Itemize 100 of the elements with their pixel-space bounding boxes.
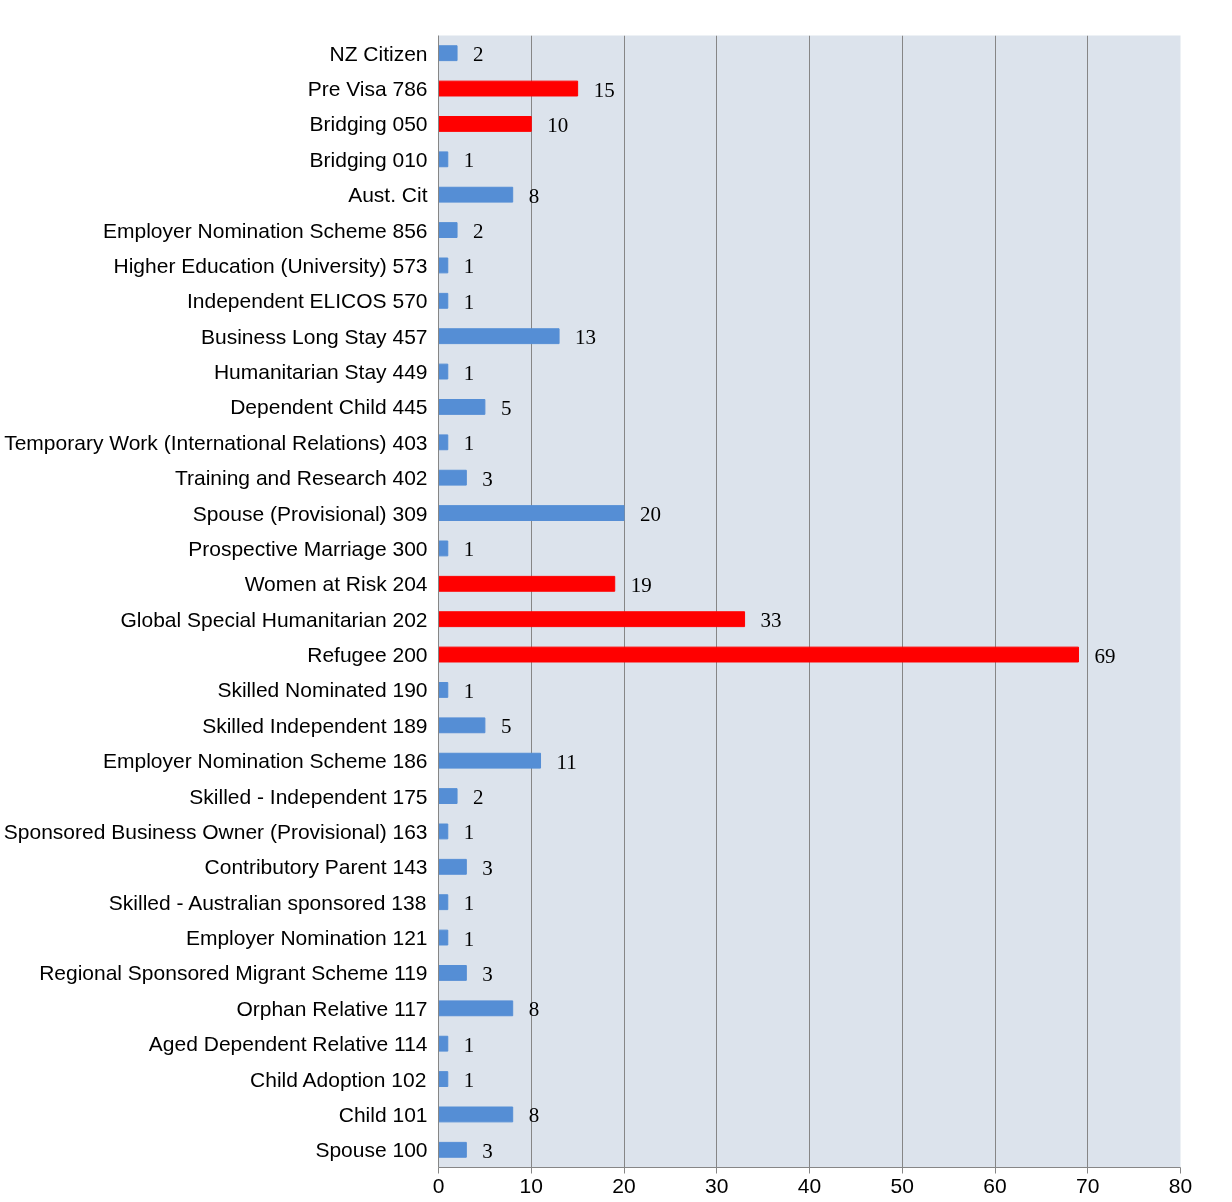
y-tick-label: Employer Nomination Scheme 856 [103,218,428,242]
bar [438,611,746,628]
y-tick-label: Skilled - Australian sponsored 138 [108,890,427,914]
x-tick-label: 50 [890,1173,914,1197]
data-label: 2 [473,42,484,67]
data-label: 1 [463,289,475,314]
y-tick-label: Skilled Independent 189 [202,713,428,737]
data-label: 1 [463,431,475,456]
bar [438,717,486,734]
y-tick-label: Temporary Work (International Relations) 403 [4,430,428,454]
y-tick-label: Training and Research 402 [174,466,428,490]
bar [438,752,542,769]
x-tick-label: 10 [519,1173,543,1197]
data-label: 5 [500,395,512,420]
bar [438,363,449,380]
data-label: 1 [463,148,475,173]
y-tick-label: Pre Visa 786 [307,77,428,101]
y-tick-label: Spouse 100 [315,1138,428,1162]
bar [438,328,560,345]
y-tick-label: Contributory Parent 143 [204,855,428,879]
data-label: 1 [463,891,475,916]
bar [438,1141,467,1158]
y-tick-label: Bridging 010 [309,147,428,171]
data-label: 1 [463,1032,475,1057]
y-tick-label: Aged Dependent Relative 114 [148,1032,428,1056]
x-tick-label: 80 [1168,1173,1193,1197]
bar [438,292,449,309]
bar [438,186,514,203]
bar [438,788,458,804]
bar [438,929,449,946]
y-tick-label: Prospective Marriage 300 [188,536,428,560]
data-label: 8 [528,1103,540,1128]
data-label: 1 [463,926,475,951]
y-tick-label: Aust. Cit [348,183,428,207]
bar [438,1071,449,1087]
y-tick-label: Employer Nomination Scheme 186 [103,749,428,773]
x-tick-label: 40 [797,1173,822,1197]
y-tick-label: Business Long Stay 457 [201,324,428,348]
y-tick-label: Regional Sponsored Migrant Scheme 119 [39,961,428,985]
data-label: 1 [463,820,475,845]
y-tick-label: Sponsored Business Owner (Provisional) 163 [3,819,428,843]
bar [438,80,579,97]
bar [438,1106,514,1123]
y-tick-label: NZ Citizen [329,41,428,65]
data-label: 5 [500,714,512,739]
y-tick-label: Skilled Nominated 190 [217,678,428,702]
y-tick-label: Bridging 050 [309,112,428,136]
x-tick-label: 60 [983,1173,1007,1197]
data-label: 11 [556,749,577,774]
y-tick-label: Dependent Child 445 [230,395,428,419]
data-label: 10 [547,112,569,137]
data-label: 1 [463,360,475,385]
bar [438,469,467,486]
data-label: 3 [482,466,493,491]
x-tick-label: 20 [612,1173,636,1197]
y-tick-label: Employer Nomination 121 [185,926,428,950]
bar [438,45,458,62]
y-tick-label: Spouse (Provisional) 309 [192,501,428,525]
data-label: 13 [575,325,597,350]
bar [438,505,625,521]
bar [438,858,467,875]
y-tick-label: Skilled - Independent 175 [189,784,428,808]
data-label: 1 [463,1068,475,1093]
data-label: 8 [528,997,540,1022]
data-label: 15 [593,77,615,102]
data-label: 1 [463,678,475,703]
y-tick-label: Global Special Humanitarian 202 [120,607,428,631]
y-tick-label: Higher Education (University) 573 [113,253,428,277]
bar [438,965,467,981]
bar [438,540,449,557]
data-label: 1 [463,254,475,279]
y-tick-label: Refugee 200 [307,643,428,667]
y-tick-label: Child Adoption 102 [250,1067,427,1091]
x-tick-label: 70 [1076,1173,1100,1197]
x-tick-label: 30 [705,1173,729,1197]
bar [438,257,449,274]
data-label: 33 [760,608,782,633]
data-label: 8 [528,183,540,208]
bar [438,646,1079,663]
bar [438,151,449,168]
data-label: 69 [1094,643,1116,668]
data-label: 2 [473,785,484,810]
data-label: 2 [473,219,484,244]
data-label: 3 [482,855,493,880]
bar [438,116,532,132]
x-tick-label: 0 [432,1173,445,1197]
y-tick-label: Humanitarian Stay 449 [213,360,428,384]
bar [438,1035,449,1052]
bar [438,222,458,238]
bar [438,823,449,840]
y-tick-label: Child 101 [338,1102,428,1126]
bar [438,1000,514,1017]
data-label: 3 [482,961,493,986]
bar [438,399,486,415]
bar [438,894,449,911]
y-tick-label: Women at Risk 204 [244,572,428,596]
data-label: 20 [640,502,661,527]
data-label: 3 [482,1138,493,1163]
bar [438,682,449,698]
y-tick-label: Independent ELICOS 570 [186,289,428,313]
